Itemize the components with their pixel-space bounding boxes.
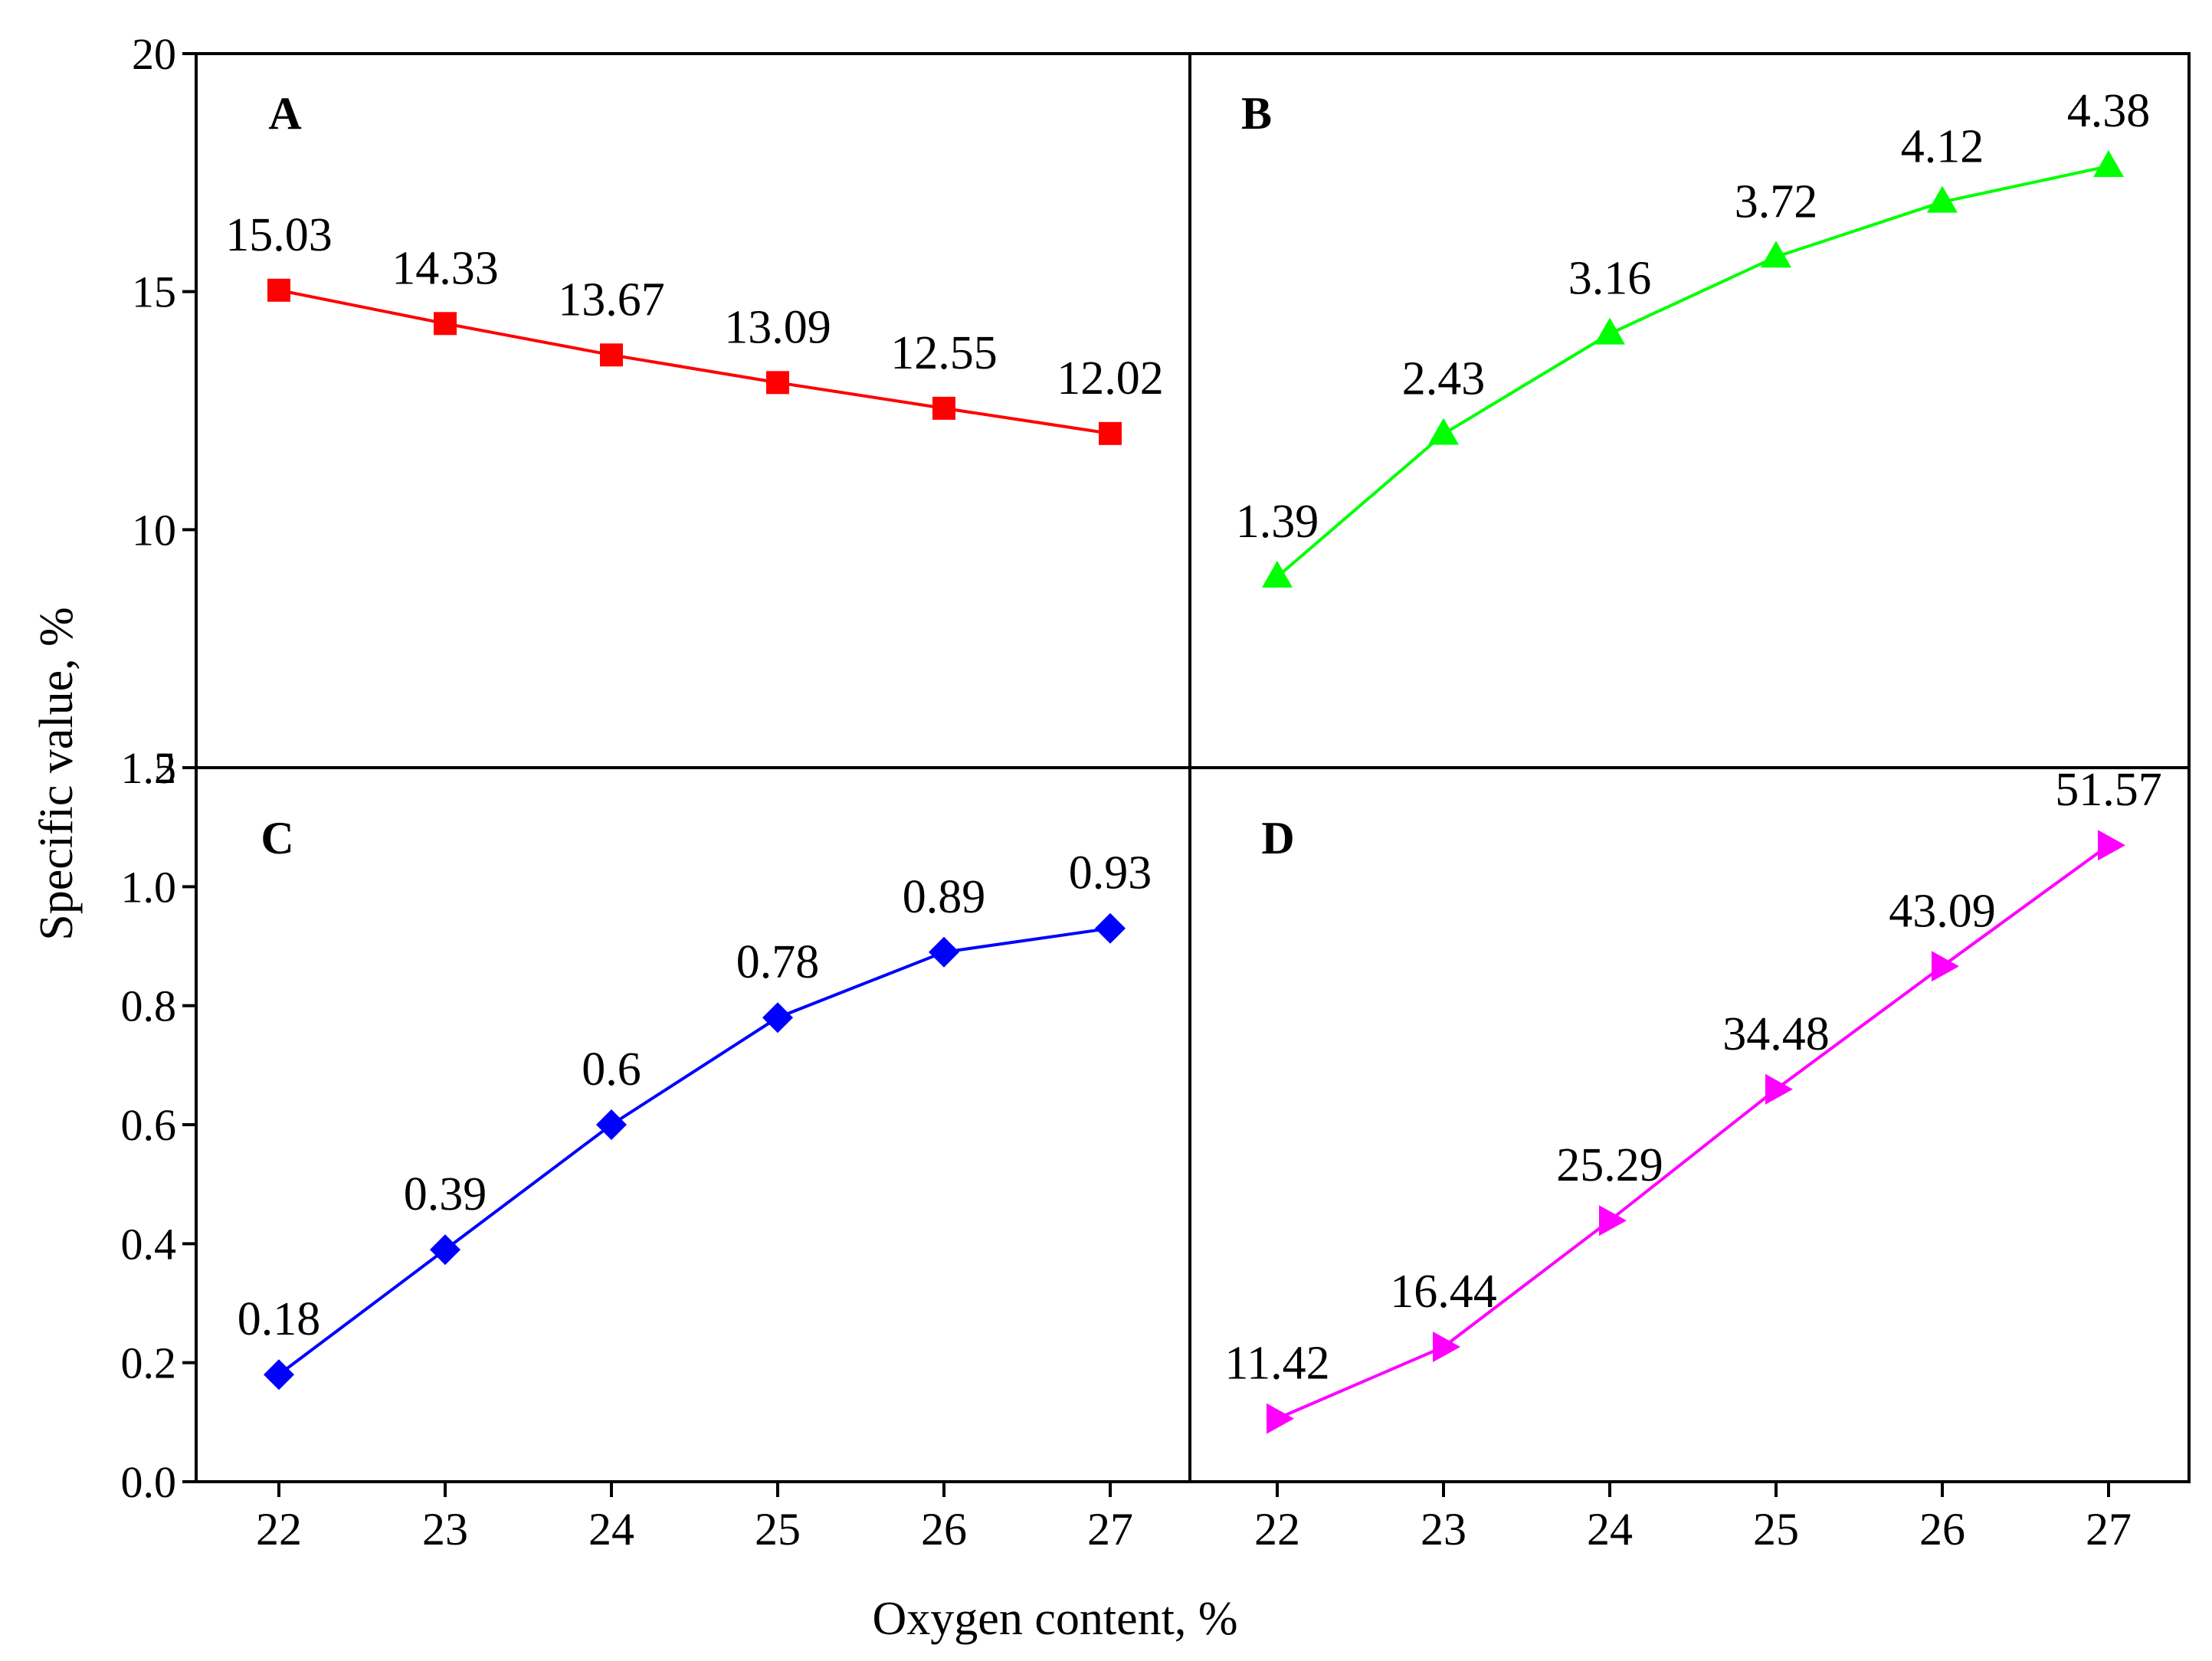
- data-label: 25.29: [1556, 1139, 1663, 1191]
- data-point-a: [1099, 421, 1122, 445]
- x-tick-label: 27: [2086, 1504, 2132, 1555]
- data-label: 11.42: [1224, 1338, 1329, 1390]
- data-point-d: [1433, 1332, 1460, 1363]
- data-point-c: [1095, 912, 1126, 944]
- data-point-d: [1765, 1073, 1793, 1105]
- x-tick-label: 27: [1087, 1504, 1133, 1555]
- data-label: 43.09: [1889, 885, 1996, 937]
- data-label: 0.93: [1069, 847, 1152, 899]
- data-point-b: [1594, 317, 1625, 345]
- x-tick-label: 25: [755, 1504, 801, 1555]
- x-tick-label: 23: [1421, 1504, 1466, 1555]
- data-label: 13.67: [558, 274, 665, 326]
- data-label: 0.6: [582, 1043, 641, 1096]
- series-line-b: [1276, 165, 2109, 578]
- series-line-d: [1276, 844, 2110, 1420]
- y-tick-label: 1.0: [121, 862, 177, 912]
- data-label: 34.48: [1722, 1008, 1830, 1060]
- y-tick-label: 10: [132, 505, 176, 555]
- data-label: 1.39: [1236, 496, 1319, 548]
- x-tick-label: 23: [422, 1504, 468, 1555]
- panel-letter-c: C: [261, 813, 293, 863]
- data-point-d: [2098, 830, 2125, 861]
- y-tick-label: 0.6: [121, 1100, 177, 1150]
- data-point-c: [762, 1002, 793, 1034]
- data-point-a: [766, 371, 789, 395]
- data-point-c: [596, 1109, 627, 1140]
- data-point-d: [1599, 1205, 1627, 1237]
- data-point-d: [1932, 951, 1959, 982]
- y-axis-label: Specific value, %: [31, 607, 83, 941]
- data-label: 4.12: [1901, 121, 1984, 173]
- x-tick-label: 26: [921, 1504, 967, 1555]
- x-tick-label: 26: [1919, 1504, 1965, 1555]
- x-tick-label: 22: [1254, 1504, 1300, 1555]
- y-tick-label: 0.8: [121, 981, 177, 1031]
- data-point-b: [2093, 149, 2124, 177]
- data-label: 0.18: [238, 1293, 321, 1345]
- x-tick-label: 25: [1753, 1504, 1799, 1555]
- y-tick-label: 5: [154, 743, 176, 793]
- data-point-a: [267, 278, 290, 302]
- x-tick-label: 22: [256, 1504, 302, 1555]
- y-tick-label: 0.4: [121, 1219, 177, 1269]
- data-point-c: [929, 936, 959, 968]
- series-line-a: [278, 288, 1111, 435]
- data-point-d: [1267, 1403, 1294, 1434]
- series-layer: 15.03 14.33 13.67 13.09 12.55 12.02 1.39 2.43 3.…: [225, 85, 2162, 1434]
- data-point-b: [1262, 560, 1293, 588]
- y-tick-label: 1.2: [121, 743, 177, 793]
- data-label: 0.78: [736, 936, 820, 988]
- data-label: 0.89: [903, 871, 986, 923]
- data-point-c: [264, 1359, 294, 1391]
- data-point-a: [932, 396, 955, 420]
- data-point-b: [1761, 241, 1791, 268]
- y-tick-label: 0.2: [121, 1338, 177, 1388]
- x-tick-label: 24: [1587, 1504, 1633, 1555]
- data-label: 3.72: [1735, 175, 1818, 228]
- axis-ticks: 20 15 10 51.2 1.0 0.8 0.6 0.4 0.2 0.0 22 23 24 25 26 27…: [121, 29, 2132, 1555]
- data-point-a: [600, 343, 623, 367]
- data-label: 0.39: [404, 1168, 487, 1220]
- data-label: 51.57: [2055, 764, 2162, 816]
- x-axis-label: Oxygen content, %: [873, 1593, 1238, 1645]
- data-point-c: [430, 1234, 460, 1266]
- data-label: 12.55: [890, 327, 998, 379]
- panel-letter-d: D: [1261, 813, 1294, 863]
- data-label: 12.02: [1057, 352, 1164, 405]
- data-point-b: [1927, 185, 1958, 213]
- data-label: 15.03: [225, 209, 333, 261]
- y-tick-label: 15: [132, 267, 176, 317]
- data-label: 4.38: [2067, 85, 2151, 137]
- data-label: 13.09: [724, 301, 831, 353]
- y-tick-label: 20: [132, 29, 176, 79]
- data-label: 2.43: [1402, 352, 1486, 405]
- data-label: 3.16: [1568, 253, 1652, 305]
- x-tick-label: 24: [588, 1504, 634, 1555]
- data-point-a: [434, 312, 457, 336]
- data-label: 16.44: [1390, 1266, 1497, 1318]
- panel-letter-b: B: [1241, 88, 1272, 139]
- data-point-b: [1428, 418, 1459, 445]
- data-label: 14.33: [392, 242, 499, 294]
- y-tick-label: 0.0: [121, 1457, 177, 1507]
- series-line-c: [277, 926, 1111, 1376]
- panel-letter-a: A: [268, 88, 301, 139]
